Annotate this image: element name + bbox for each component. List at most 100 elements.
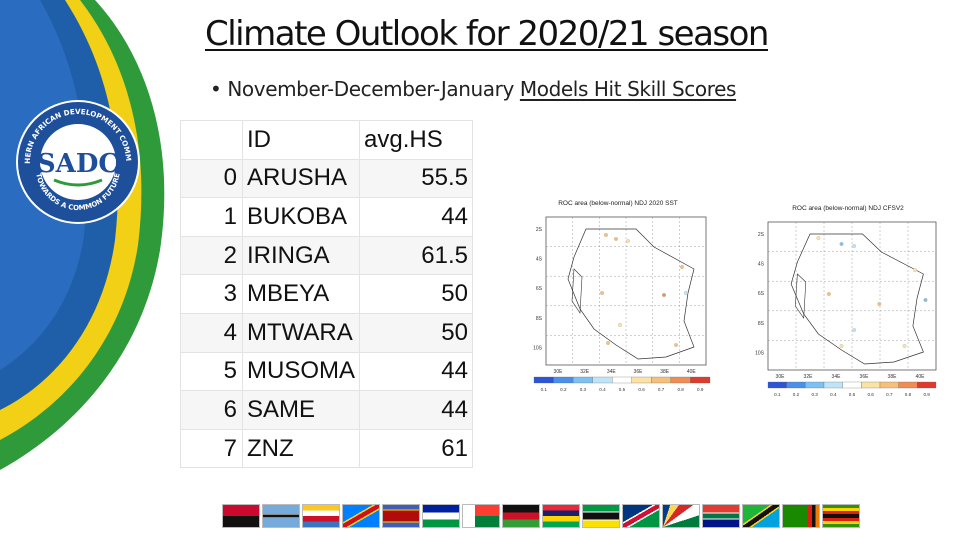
station-dot — [923, 298, 928, 302]
station-dot — [839, 242, 844, 246]
scale-tick-label: 0.3 — [580, 387, 587, 392]
lon-tick-label: 36E — [634, 369, 644, 375]
scale-swatch — [690, 376, 711, 384]
station-dot — [674, 343, 678, 347]
scale-tick-label: 0.4 — [830, 392, 837, 396]
scale-swatch — [842, 381, 862, 389]
lon-tick-label: 38E — [660, 369, 670, 375]
lon-tick-label: 38E — [888, 374, 898, 380]
lon-tick-label: 36E — [860, 374, 870, 380]
map-title: ROC area (below-normal) NDJ CFSV2 — [792, 205, 904, 212]
row-index: 7 — [180, 428, 243, 469]
lat-tick-label: 6S — [758, 291, 765, 297]
table-row: 2 IRINGA 61.5 — [180, 235, 473, 276]
station-dot — [877, 302, 882, 306]
zambia-flag-icon — [782, 504, 820, 528]
lon-tick-label: 32E — [580, 369, 590, 375]
station-dot — [826, 292, 831, 296]
lake-outline — [571, 268, 583, 314]
lon-tick-label: 34E — [607, 369, 617, 375]
mozambique-flag-icon — [582, 504, 620, 528]
lat-tick-label: 6S — [536, 286, 543, 292]
station-dot — [839, 344, 844, 348]
lon-tick-label: 40E — [916, 374, 926, 380]
row-station-id: SAME — [242, 390, 360, 430]
lat-tick-label: 2S — [536, 227, 543, 233]
roc-map-cfsv2: ROC area (below-normal) NDJ CFSV2 2S 4S 6S 8… — [755, 205, 937, 396]
scale-swatch — [612, 376, 632, 384]
logo-mark: SADC — [37, 149, 119, 179]
station-dot — [606, 341, 610, 345]
hit-skill-table: ID avg.HS 0 ARUSHA 55.5 1 BUKOBA 44 2 IRINGA 61.… — [180, 120, 473, 469]
lon-tick-label: 30E — [554, 369, 564, 375]
scale-tick-label: 0.3 — [811, 392, 818, 396]
member-flags-strip — [222, 504, 862, 528]
bullet-text: November-December-January — [227, 77, 520, 101]
eswatini-flag-icon — [382, 504, 420, 528]
country-outline — [567, 228, 695, 360]
scale-tick-label: 0.9 — [697, 387, 704, 392]
lat-tick-label: 10S — [533, 345, 543, 351]
row-station-id: ZNZ — [242, 428, 360, 469]
scale-tick-label: 0.8 — [905, 392, 912, 396]
row-station-id: ARUSHA — [242, 158, 360, 199]
table-row: 6 SAME 44 — [180, 390, 473, 430]
row-avg-hs: 44 — [359, 390, 473, 430]
lat-tick-label: 8S — [536, 316, 543, 322]
mauritius-flag-icon — [542, 504, 580, 528]
table-header-row: ID avg.HS — [180, 120, 473, 160]
table-row: 3 MBEYA 50 — [180, 274, 473, 314]
scale-tick-label: 0.7 — [658, 387, 665, 392]
scale-swatch — [651, 376, 672, 384]
station-dot — [614, 237, 618, 241]
row-index: 1 — [180, 197, 243, 237]
row-station-id: MTWARA — [242, 312, 360, 353]
scale-tick-label: 0.9 — [923, 392, 930, 396]
namibia-flag-icon — [622, 504, 660, 528]
row-avg-hs: 44 — [359, 351, 473, 392]
row-index: 5 — [180, 351, 243, 392]
bullet-line: • November-December-January Models Hit S… — [210, 77, 736, 101]
lon-tick-label: 34E — [832, 374, 842, 380]
table-row: 4 MTWARA 50 — [180, 312, 473, 353]
row-index: 0 — [180, 158, 243, 199]
south-africa-flag-icon — [702, 504, 740, 528]
drc-flag-icon — [342, 504, 380, 528]
country-outline — [790, 233, 924, 365]
scale-swatch — [879, 381, 899, 389]
scale-tick-label: 0.7 — [886, 392, 893, 396]
header-index — [180, 120, 243, 160]
roc-map-sst: ROC area (below-normal) NDJ 2020 SST 2S 4S… — [533, 200, 711, 392]
header-id: ID — [242, 120, 360, 160]
station-dot — [604, 233, 608, 237]
scale-tick-label: 0.5 — [619, 387, 626, 392]
scale-tick-label: 0.5 — [849, 392, 856, 396]
scale-swatch — [767, 381, 787, 389]
decorative-swoosh — [0, 0, 165, 470]
comoros-flag-icon — [302, 504, 340, 528]
scale-tick-label: 0.1 — [774, 392, 781, 396]
scale-swatch — [786, 381, 806, 389]
station-dot — [852, 244, 857, 248]
table-row: 1 BUKOBA 44 — [180, 197, 473, 237]
scale-swatch — [592, 376, 613, 384]
seychelles-flag-icon — [662, 504, 700, 528]
scale-tick-label: 0.6 — [867, 392, 874, 396]
scale-swatch — [572, 376, 593, 384]
row-index: 6 — [180, 390, 243, 430]
slide-title: Climate Outlook for 2020/21 season — [205, 14, 769, 54]
row-avg-hs: 50 — [359, 274, 473, 314]
malawi-flag-icon — [502, 504, 540, 528]
row-index: 2 — [180, 235, 243, 276]
scale-swatch — [553, 376, 574, 384]
header-avg-hs: avg.HS — [359, 120, 473, 160]
station-dot — [816, 236, 821, 240]
station-dot — [684, 291, 688, 295]
row-station-id: BUKOBA — [242, 197, 360, 237]
scale-tick-label: 0.2 — [793, 392, 800, 396]
scale-swatch — [533, 376, 554, 384]
station-dot — [618, 323, 622, 327]
table-row: 5 MUSOMA 44 — [180, 351, 473, 392]
row-avg-hs: 61.5 — [359, 235, 473, 276]
lon-tick-label: 32E — [804, 374, 814, 380]
